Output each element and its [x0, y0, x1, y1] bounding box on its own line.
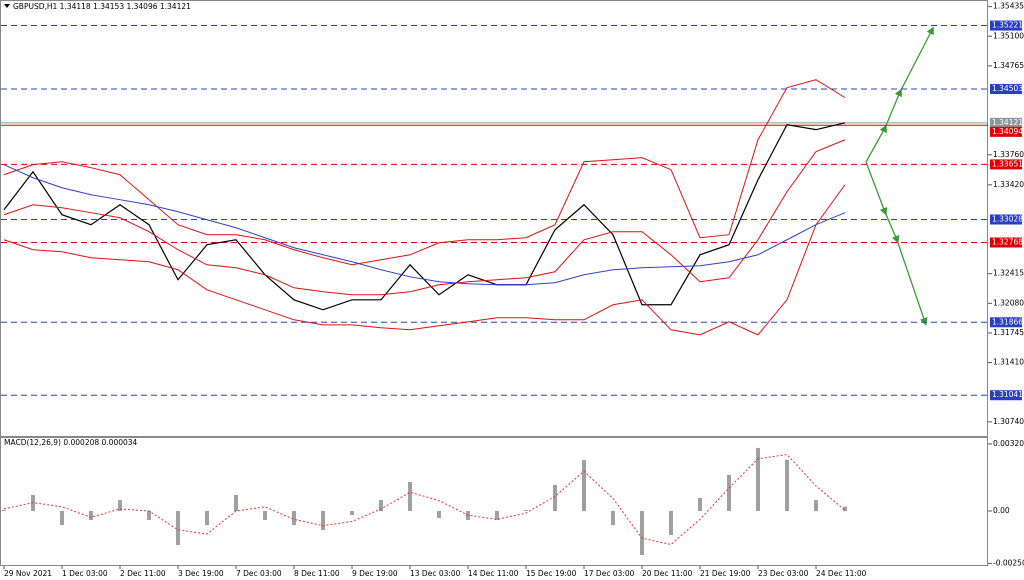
level-label: 1.34121: [992, 118, 1023, 127]
y-tick-label: 1.31745: [993, 328, 1024, 337]
x-tick-label: 9 Dec 19:00: [352, 569, 398, 578]
macd-bar: [379, 499, 383, 512]
level-label-box: [990, 237, 1022, 248]
level-label-box: [990, 390, 1022, 401]
macd-bar: [118, 499, 122, 512]
y-tick-label: 0.003209: [993, 439, 1024, 448]
x-tick-label: 17 Dec 03:00: [584, 569, 635, 578]
macd-bar: [437, 511, 441, 519]
level-label: 1.34094: [992, 127, 1023, 136]
macd-bar: [814, 499, 818, 512]
x-tick-label: 20 Dec 11:00: [642, 569, 693, 578]
x-tick-label: 3 Dec 19:00: [178, 569, 224, 578]
level-label-box: [990, 126, 1022, 137]
macd-bar: [205, 511, 209, 526]
macd-bar: [582, 459, 586, 512]
macd-bar: [727, 474, 731, 512]
level-label: 1.35221: [992, 21, 1023, 30]
macd-bar: [553, 484, 557, 512]
x-tick-label: 29 Nov 2021: [4, 569, 52, 578]
level-label-box: [990, 159, 1022, 170]
y-tick-label: 1.34765: [993, 61, 1024, 70]
macd-bar: [524, 510, 528, 512]
macd-bar: [669, 511, 673, 536]
macd-bar: [408, 481, 412, 512]
y-tick-label: 1.33420: [993, 180, 1024, 189]
level-label: 1.34503: [992, 84, 1023, 93]
macd-bar: [495, 511, 499, 521]
macd-title: MACD(12,26,9) 0.000208 0.000034: [4, 438, 138, 447]
level-label: 1.33651: [992, 159, 1023, 168]
macd-bar: [321, 511, 325, 531]
indicator-line: [3, 184, 846, 336]
indicator-line: [3, 79, 846, 266]
main-panel: [0, 0, 988, 437]
x-tick-label: 1 Dec 03:00: [62, 569, 108, 578]
macd-panel: [0, 437, 988, 566]
y-tick-label: 1.32415: [993, 269, 1024, 278]
macd-bar: [756, 447, 760, 512]
y-tick-label: -0.002506: [993, 558, 1024, 567]
y-tick-label: 1.35100: [993, 31, 1024, 40]
x-tick-label: 14 Dec 11:00: [468, 569, 519, 578]
y-tick-label: 1.35435: [993, 2, 1024, 11]
level-label: 1.31866: [992, 317, 1023, 326]
signal-line: [3, 454, 846, 546]
x-tick-label: 8 Dec 11:00: [294, 569, 340, 578]
macd-bar: [611, 511, 615, 526]
macd-bar: [698, 497, 702, 512]
macd-bar: [60, 511, 64, 526]
y-tick-label: 1.33760: [993, 150, 1024, 159]
x-tick-label: 7 Dec 03:00: [236, 569, 282, 578]
x-tick-label: 2 Dec 11:00: [120, 569, 166, 578]
y-tick-label: 1.30740: [993, 417, 1024, 426]
level-label: 1.31041: [992, 390, 1023, 399]
level-label-box: [990, 20, 1022, 31]
macd-bar: [147, 511, 151, 521]
menu-icon[interactable]: [4, 4, 10, 8]
x-tick-label: 24 Dec 11:00: [816, 569, 867, 578]
chart-title: GBPUSD,H1 1.34118 1.34153 1.34096 1.3412…: [13, 2, 191, 11]
x-tick-label: 21 Dec 19:00: [700, 569, 751, 578]
level-label: 1.33028: [992, 215, 1023, 224]
macd-bar: [89, 511, 93, 521]
macd-bar: [640, 511, 644, 556]
level-label-box: [990, 117, 1022, 128]
macd-bar: [785, 459, 789, 512]
forecast-arrows: [865, 26, 934, 326]
y-tick-label: 1.31410: [993, 358, 1024, 367]
macd-bar: [234, 494, 238, 512]
macd-bar: [843, 506, 847, 512]
level-label: 1.32768: [992, 237, 1023, 246]
x-tick-label: 15 Dec 19:00: [526, 569, 577, 578]
level-label-box: [990, 317, 1022, 328]
indicator-line: [3, 164, 846, 286]
x-tick-label: 13 Dec 03:00: [410, 569, 461, 578]
macd-bar: [176, 511, 180, 546]
x-tick-label: 23 Dec 03:00: [758, 569, 809, 578]
y-tick-label: 0.00: [993, 506, 1010, 515]
macd-bar: [263, 511, 267, 521]
macd-bar: [292, 511, 296, 526]
level-label-box: [990, 214, 1022, 225]
macd-bar: [350, 511, 354, 516]
y-tick-label: 1.32080: [993, 298, 1024, 307]
macd-bar: [2, 510, 6, 512]
indicator-line: [3, 139, 846, 296]
level-label-box: [990, 84, 1022, 95]
